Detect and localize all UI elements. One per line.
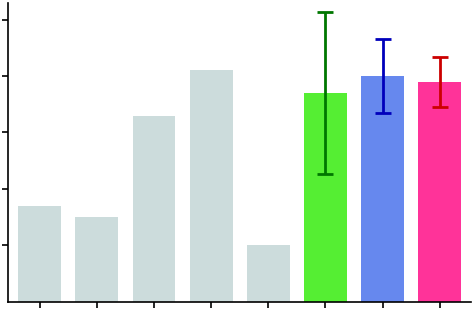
Bar [133,116,175,302]
Bar [419,82,461,302]
Bar [75,217,118,302]
Bar [190,70,233,302]
Bar [247,245,290,302]
Bar [304,93,347,302]
Bar [18,206,61,302]
Bar [361,76,404,302]
